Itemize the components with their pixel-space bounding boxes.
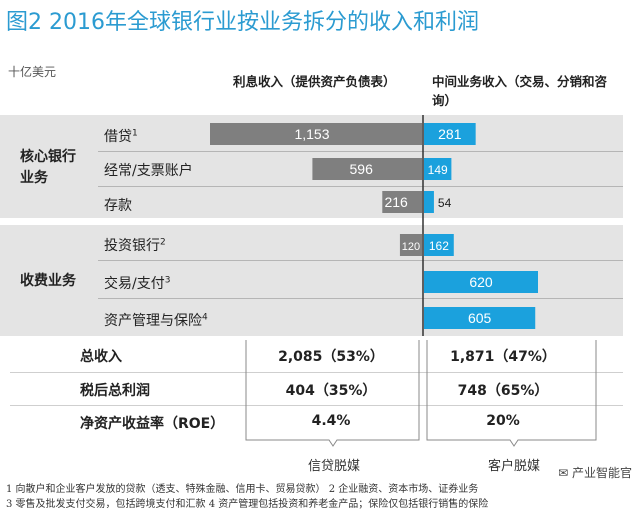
bar-intermediary-4 [424, 271, 538, 293]
summary-value-intermediary-roe: 20% [486, 413, 520, 429]
category-label-transactions: 交易/支付3 [104, 275, 171, 292]
bar-label-interest-1: 596 [350, 161, 374, 177]
bar-intermediary-3 [424, 234, 454, 256]
summary-value-interest-revenue: 2,085（53%） [278, 349, 384, 365]
bar-label-intermediary-2: 54 [438, 196, 452, 210]
interest-column-header: 利息收入（提供资产负债表） [233, 74, 396, 89]
category-label-lending: 借贷1 [104, 128, 138, 145]
summary-value-intermediary-profit: 748（65%） [457, 383, 549, 399]
bracket-label-credit-disintermediation: 信贷脱媒 [307, 459, 360, 474]
category-label-investment-banking: 投资银行2 [104, 237, 166, 254]
summary-label-roe: 净资产收益率（ROE） [80, 416, 225, 432]
intermediary-bracket [426, 340, 597, 447]
bar-intermediary-5 [424, 307, 536, 329]
watermark-text: 产业智能官 [571, 466, 632, 480]
row-separator [98, 151, 623, 152]
summary-separator [10, 372, 623, 373]
summary-label-total-revenue: 总收入 [80, 349, 122, 365]
interest-bracket [245, 340, 420, 447]
bar-label-intermediary-4: 620 [469, 274, 493, 290]
category-label-deposits: 存款 [104, 198, 132, 214]
bar-interest-0 [210, 123, 422, 145]
bar-interest-3 [399, 234, 422, 256]
bar-label-intermediary-1: 149 [428, 163, 448, 177]
summary-value-intermediary-revenue: 1,871（47%） [450, 349, 556, 365]
footnote-line-1: 1 向散户和企业客户发放的贷款（透支、特殊金融、信用卡、贸易贷款） 2 企业融资… [6, 484, 479, 495]
bar-label-interest-0: 1,153 [294, 126, 329, 142]
summary-separator [10, 405, 623, 406]
summary-value-interest-profit: 404（35%） [285, 383, 377, 399]
summary-value-interest-roe: 4.4% [311, 413, 351, 429]
bar-label-intermediary-0: 281 [438, 126, 462, 142]
bar-label-intermediary-3: 162 [429, 239, 449, 253]
bar-label-interest-3: 120 [402, 241, 420, 253]
bar-interest-1 [312, 158, 422, 180]
bar-intermediary-2 [424, 191, 434, 213]
bar-intermediary-1 [424, 158, 452, 180]
row-separator [98, 186, 623, 187]
wechat-icon: ✉ [558, 466, 569, 480]
category-label-asset-management: 资产管理与保险4 [104, 312, 208, 329]
intermediary-column-header: 中间业务收入（交易、分销和咨询） [432, 74, 608, 108]
bar-label-intermediary-5: 605 [468, 310, 492, 326]
row-separator [98, 298, 623, 299]
page-title: 图2 2016年全球银行业按业务拆分的收入和利润 [6, 10, 479, 35]
watermark: ✉ 产业智能官 [558, 464, 632, 481]
group-label-fee-business: 收费业务 [20, 273, 76, 289]
unit-label: 十亿美元 [8, 65, 57, 79]
summary-label-net-profit: 税后总利润 [80, 383, 150, 399]
category-label-checking: 经常/支票账户 [104, 163, 193, 179]
group-label-core-banking: 核心银行业务 [20, 149, 76, 186]
footnote-line-2: 3 零售及批发支付交易，包括跨境支付和汇款 4 资产管理包括投资和养老金产品；保… [6, 499, 489, 510]
bar-intermediary-0 [424, 123, 476, 145]
row-separator [98, 260, 623, 261]
bar-interest-2 [382, 191, 422, 213]
bar-label-interest-2: 216 [384, 194, 408, 210]
bracket-label-customer-disintermediation: 客户脱媒 [487, 459, 540, 474]
